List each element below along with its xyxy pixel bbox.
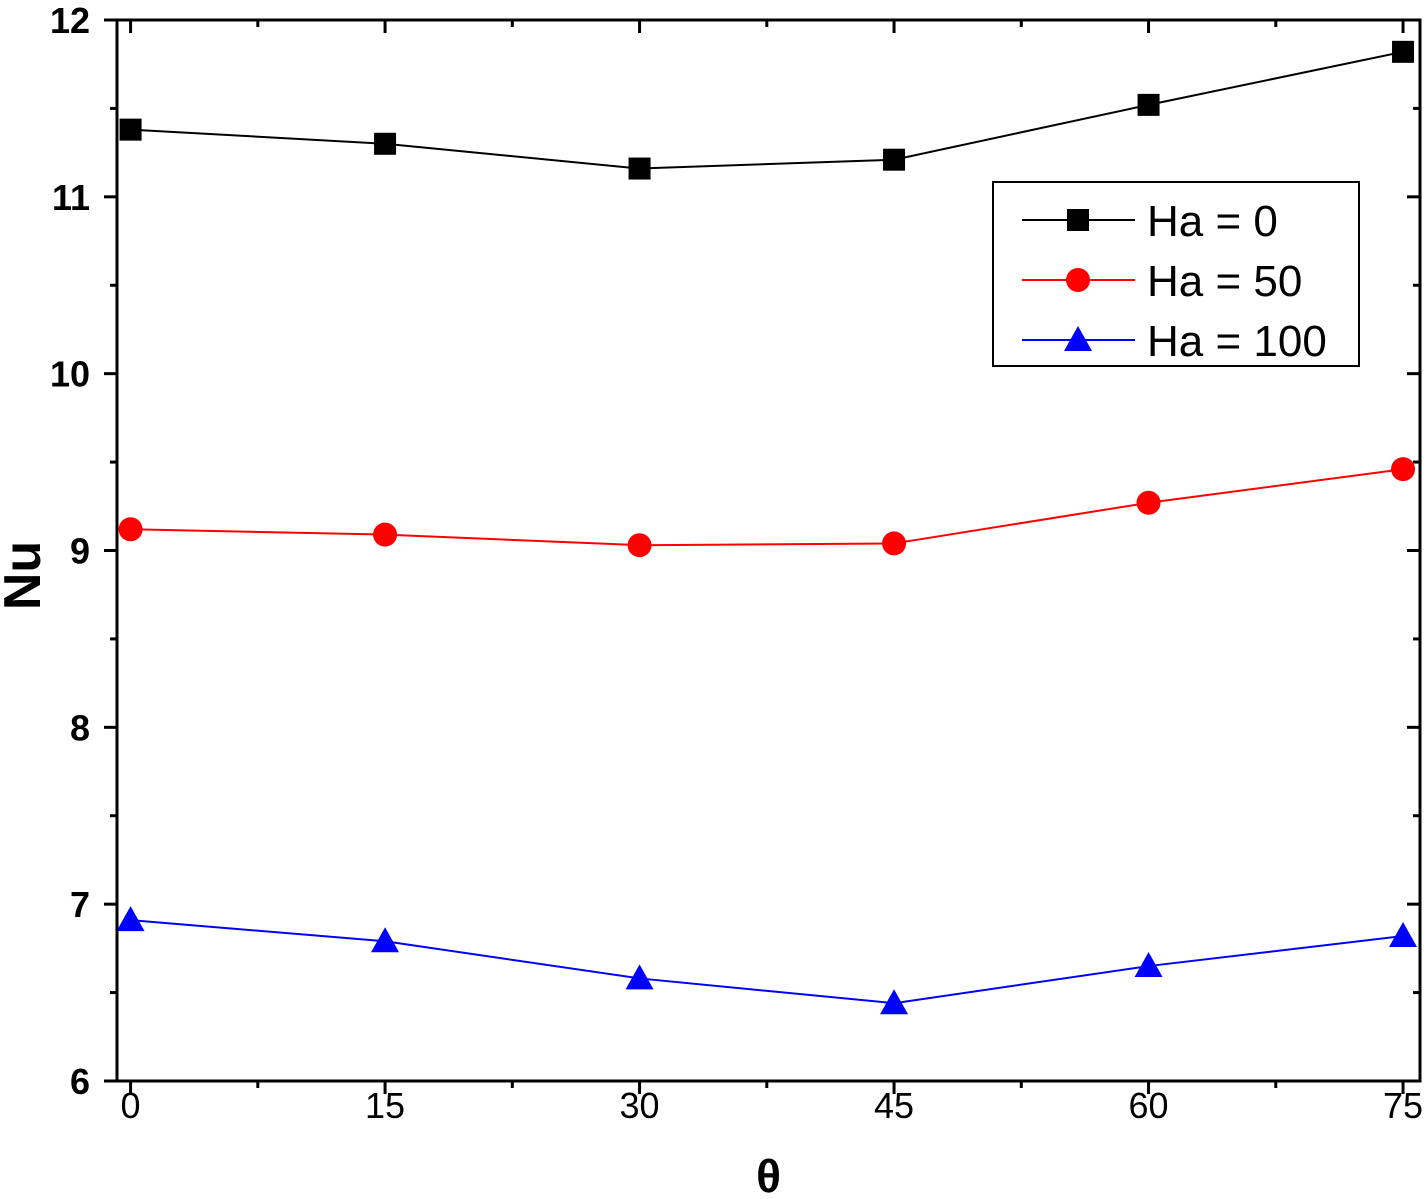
plot-frame [115, 18, 1422, 1083]
legend-item: Ha = 50 [1022, 257, 1302, 306]
data-point [883, 148, 906, 171]
data-point [1391, 457, 1416, 482]
series-line [130, 468, 1404, 547]
data-point [1389, 921, 1418, 947]
legend: Ha = 0 Ha = 50 Ha = 100 [992, 181, 1360, 367]
legend-label: Ha = 50 [1147, 257, 1302, 306]
data-point [1137, 93, 1160, 116]
data-point [118, 517, 143, 542]
legend-item: Ha = 100 [1022, 317, 1327, 366]
legend-label: Ha = 100 [1147, 317, 1327, 366]
series-ha-100 [116, 906, 1418, 1015]
series-layer [116, 40, 1418, 1015]
tick-labels: 0 15 30 45 60 75 6 7 8 9 10 11 12 [50, 0, 1423, 1126]
y-tick-label: 7 [70, 884, 90, 925]
x-axis-title: θ [756, 1150, 781, 1199]
series-ha-0 [119, 40, 1415, 180]
legend-item: Ha = 0 [1022, 197, 1278, 246]
data-point [371, 927, 400, 953]
data-point [1136, 490, 1161, 515]
data-point [628, 157, 651, 180]
legend-marker [1067, 209, 1089, 231]
data-point [119, 118, 142, 141]
y-axis-title: Nu [0, 541, 52, 610]
data-point [1392, 40, 1415, 63]
x-tick-label: 45 [874, 1085, 914, 1126]
data-point [625, 964, 654, 990]
y-tick-label: 10 [50, 354, 90, 395]
y-tick-label: 9 [70, 531, 90, 572]
y-tick-label: 8 [70, 707, 90, 748]
series-ha-50 [118, 457, 1416, 558]
y-tick-label: 6 [70, 1061, 90, 1102]
legend-marker [1066, 268, 1090, 292]
data-point [116, 906, 145, 932]
data-point [373, 522, 398, 547]
data-point [1134, 952, 1163, 978]
series-line [130, 919, 1404, 1005]
data-point [374, 132, 397, 155]
legend-label: Ha = 0 [1147, 197, 1278, 246]
data-point [627, 533, 652, 558]
x-tick-label: 0 [121, 1085, 141, 1126]
legend-box [992, 181, 1360, 367]
series-line [130, 50, 1404, 170]
x-tick-label: 30 [620, 1085, 660, 1126]
legend-marker [1064, 326, 1092, 351]
x-tick-label: 15 [365, 1085, 405, 1126]
data-point [882, 531, 907, 556]
y-tick-label: 11 [52, 177, 90, 218]
data-point [880, 989, 909, 1015]
x-tick-label: 60 [1129, 1085, 1169, 1126]
x-tick-label: 75 [1383, 1085, 1423, 1126]
y-tick-label: 12 [50, 0, 90, 41]
